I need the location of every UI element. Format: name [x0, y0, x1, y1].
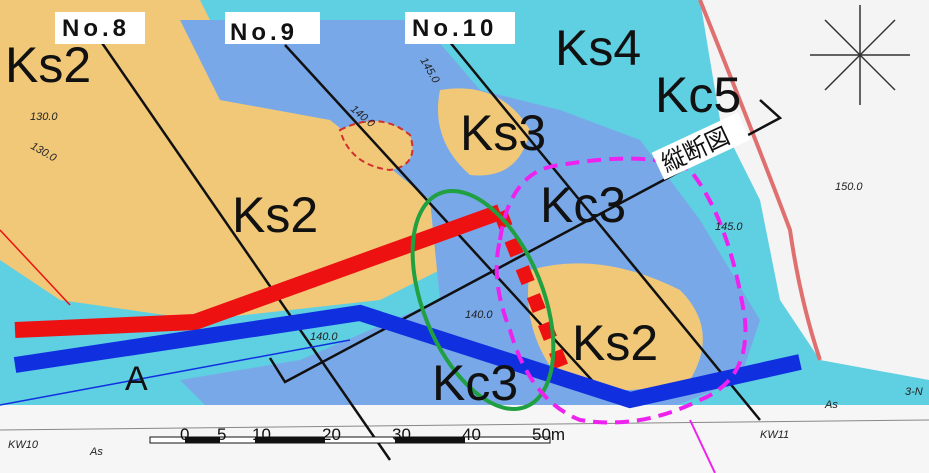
- contour-label: 145.0: [715, 221, 743, 233]
- label-box: [225, 12, 320, 44]
- marker-label: As: [824, 399, 838, 411]
- unit-label: Kc5: [655, 67, 741, 123]
- label-box: [405, 12, 515, 44]
- marker-label: As: [89, 446, 103, 458]
- red-line: [14, 204, 503, 338]
- pointer: [0, 339, 351, 406]
- scale-bar: [395, 437, 465, 443]
- profile-line: [268, 99, 783, 384]
- contour-label: 140.0: [310, 331, 338, 343]
- scale-label: 40: [462, 425, 481, 444]
- pointer: [0, 229, 71, 306]
- scale-label: 10: [252, 425, 271, 444]
- point-label: A: [125, 360, 148, 398]
- section-line: [439, 29, 761, 421]
- section-line: [98, 39, 392, 461]
- scale-bar: [185, 437, 220, 443]
- scale-bar: [255, 437, 325, 443]
- unit-label: Ks4: [555, 20, 641, 76]
- unit-label: Kc3: [540, 177, 626, 233]
- contour-label: 140.0: [465, 309, 493, 321]
- unit-label: Ks2: [5, 37, 91, 93]
- marker-label: KW10: [8, 439, 39, 451]
- scale-label: 30: [392, 425, 411, 444]
- compass: [810, 5, 910, 105]
- blue-line: [13, 304, 802, 409]
- unit-label: Kc3: [432, 355, 518, 411]
- pointer: [689, 419, 716, 473]
- marker-label: 3-N: [905, 386, 923, 398]
- label-box: [55, 12, 145, 44]
- label-box: [651, 112, 751, 180]
- unit-label: Ks2: [572, 315, 658, 371]
- green-outline: [410, 189, 556, 411]
- marker-label: KW11: [760, 429, 789, 441]
- scale-label: 50m: [532, 425, 565, 444]
- road-edge: [0, 419, 929, 431]
- unit-label: Ks2: [232, 187, 318, 243]
- scale-label: 5: [217, 425, 226, 444]
- magenta-outline: [494, 156, 748, 425]
- scale-label: 20: [322, 425, 341, 444]
- unit-label: Ks3: [460, 105, 546, 161]
- section-label: No.8: [62, 15, 130, 42]
- contour-label: 150.0: [835, 181, 863, 193]
- upland: [700, 0, 929, 380]
- contour-label: 130.0: [30, 111, 58, 123]
- scale-bar: [149, 436, 551, 444]
- scale-label: 0: [180, 425, 189, 444]
- section-label: No.10: [412, 15, 497, 42]
- boundary: [698, 0, 822, 361]
- section-label: No.9: [230, 19, 298, 46]
